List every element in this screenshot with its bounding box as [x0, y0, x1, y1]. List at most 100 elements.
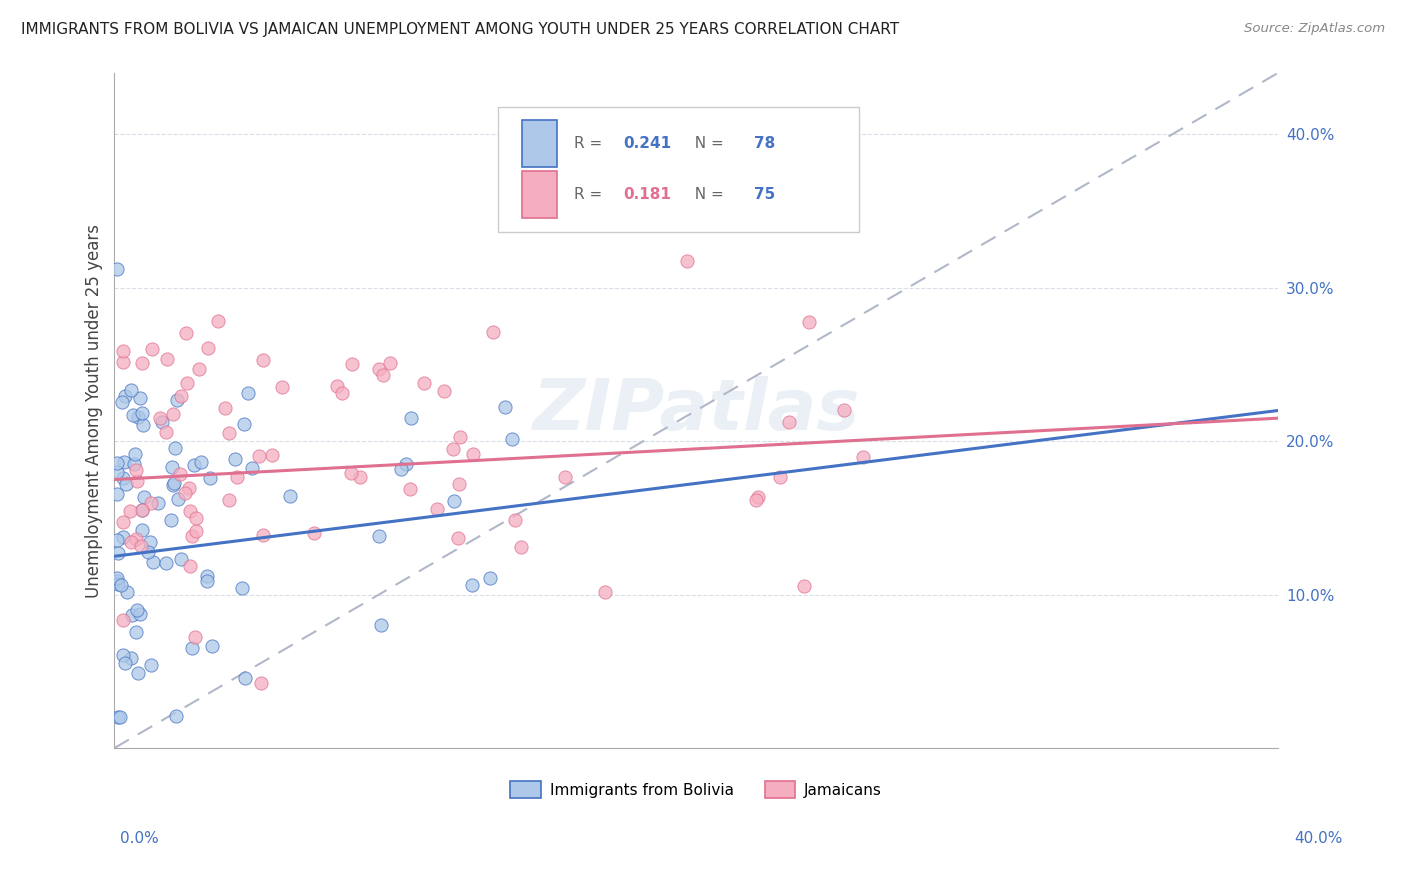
Point [201, 639, 224, 653]
Point [367, 361, 389, 376]
Point [174, 486, 197, 500]
Point [107, 546, 129, 560]
Point [125, 474, 148, 488]
Point [441, 442, 464, 457]
Text: R =: R = [574, 187, 607, 202]
Point [107, 576, 129, 591]
Point [169, 467, 191, 481]
Point [120, 650, 142, 665]
Point [797, 315, 820, 329]
Point [129, 607, 152, 621]
Point [112, 355, 135, 369]
Point [160, 460, 183, 475]
Point [139, 496, 162, 510]
Point [110, 578, 132, 592]
Point [115, 585, 138, 599]
Point [131, 355, 153, 369]
Point [197, 341, 219, 355]
Point [112, 530, 135, 544]
Point [503, 513, 526, 527]
Point [112, 454, 135, 468]
Point [155, 557, 177, 571]
Point [139, 535, 162, 549]
Point [188, 361, 211, 376]
Point [148, 496, 170, 510]
Point [120, 504, 142, 518]
Point [149, 410, 172, 425]
Point [184, 510, 207, 524]
Point [136, 545, 159, 559]
Point [326, 379, 349, 393]
Point [159, 513, 181, 527]
Point [105, 262, 128, 277]
Point [852, 450, 875, 464]
Point [449, 476, 471, 491]
Point [131, 502, 153, 516]
Point [179, 504, 201, 518]
Point [122, 458, 145, 472]
Point [747, 490, 769, 504]
Point [181, 529, 204, 543]
Point [426, 502, 449, 516]
Point [111, 394, 134, 409]
Point [142, 555, 165, 569]
Point [125, 463, 148, 477]
Point [162, 407, 184, 421]
Point [122, 408, 145, 422]
Point [240, 460, 263, 475]
Point [433, 384, 456, 398]
Point [179, 481, 201, 495]
Point [111, 648, 134, 662]
Point [478, 571, 501, 585]
Point [129, 539, 152, 553]
Point [107, 710, 129, 724]
Point [120, 534, 142, 549]
Text: 0.181: 0.181 [623, 187, 671, 202]
Point [114, 657, 136, 671]
Legend: Immigrants from Bolivia, Jamaicans: Immigrants from Bolivia, Jamaicans [505, 774, 889, 805]
Point [218, 493, 240, 508]
Point [207, 314, 229, 328]
Point [461, 447, 484, 461]
Point [413, 376, 436, 390]
Point [247, 449, 270, 463]
Point [105, 571, 128, 585]
Point [112, 344, 135, 359]
Point [165, 441, 187, 455]
Point [131, 523, 153, 537]
Point [162, 478, 184, 492]
Point [166, 491, 188, 506]
Point [131, 503, 153, 517]
Point [447, 531, 470, 545]
Point [129, 391, 152, 405]
Point [214, 401, 236, 415]
Point [769, 469, 792, 483]
Point [278, 489, 301, 503]
Point [162, 476, 184, 491]
Text: ZIPatlas: ZIPatlas [533, 376, 860, 445]
Point [340, 466, 363, 480]
Point [112, 515, 135, 529]
Point [399, 410, 422, 425]
Point [302, 526, 325, 541]
Point [252, 528, 274, 542]
Point [198, 471, 221, 485]
Point [461, 577, 484, 591]
Point [131, 406, 153, 420]
Point [124, 447, 146, 461]
Point [195, 574, 218, 588]
Point [131, 418, 153, 433]
Point [176, 376, 198, 390]
Point [399, 482, 422, 496]
Point [105, 466, 128, 480]
Point [238, 385, 260, 400]
Point [125, 532, 148, 546]
Point [108, 710, 131, 724]
Text: 0.241: 0.241 [623, 136, 671, 152]
Text: N =: N = [685, 187, 728, 202]
Point [174, 326, 197, 340]
Point [745, 493, 768, 508]
Point [494, 400, 516, 414]
Point [166, 393, 188, 408]
FancyBboxPatch shape [522, 120, 557, 168]
